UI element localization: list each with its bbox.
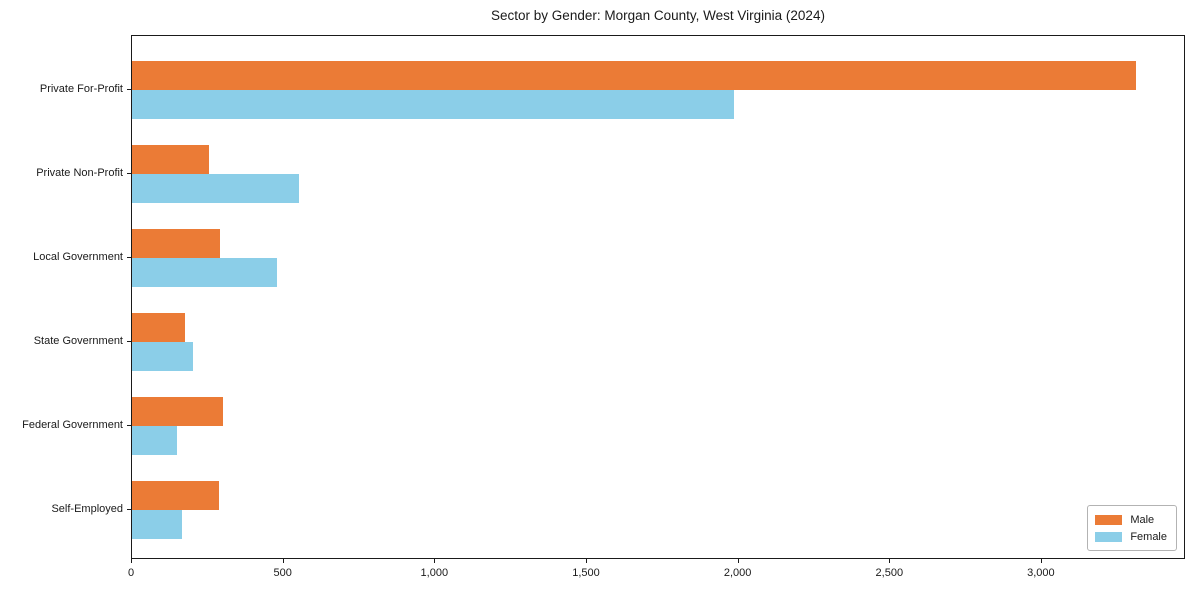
- xtick-label-1-500: 1,500: [572, 567, 600, 579]
- xtick-label-1-000: 1,000: [420, 567, 449, 579]
- legend: Male Female: [1087, 505, 1177, 551]
- xtick-mark: [1040, 559, 1043, 563]
- ytick-label-private-non-profit: Private Non-Profit: [36, 167, 123, 179]
- legend-item-male: Male: [1095, 511, 1167, 528]
- xtick-mark: [282, 559, 284, 563]
- ytick-mark: [127, 340, 131, 342]
- ytick-label-local-government: Local Government: [33, 251, 123, 263]
- bar-female-local-government: [132, 258, 277, 287]
- xtick-label-3-000: 3,000: [1027, 567, 1055, 579]
- plot-area: Male Female: [131, 35, 1185, 559]
- ytick-label-state-government: State Government: [33, 335, 123, 347]
- ytick-mark: [127, 256, 131, 258]
- ytick-label-private-for-profit: Private For-Profit: [39, 83, 123, 95]
- legend-swatch-male-icon: [1095, 514, 1123, 525]
- legend-label-male: Male: [1130, 513, 1155, 526]
- xtick-mark: [737, 559, 739, 563]
- chart-title: Sector by Gender: Morgan County, West Vi…: [491, 8, 825, 23]
- ytick-label-federal-government: Federal Government: [22, 419, 123, 431]
- legend-item-female: Female: [1095, 528, 1167, 545]
- ytick-label-self-employed: Self-Employed: [51, 503, 123, 515]
- xtick-mark: [434, 559, 436, 563]
- bar-female-federal-government: [132, 426, 177, 455]
- xtick-label-500: 500: [273, 567, 292, 579]
- bar-male-local-government: [132, 229, 221, 258]
- bar-female-state-government: [132, 342, 193, 371]
- bar-male-federal-government: [132, 397, 223, 426]
- xtick-mark: [586, 559, 588, 563]
- xtick-label-2-000: 2,000: [723, 567, 752, 579]
- bar-male-private-for-profit: [132, 61, 1136, 90]
- ytick-mark: [127, 172, 131, 174]
- bar-female-private-for-profit: [132, 90, 734, 119]
- ytick-mark: [127, 508, 131, 510]
- bar-male-state-government: [132, 313, 186, 342]
- xtick-mark: [889, 559, 891, 563]
- bar-male-self-employed: [132, 481, 219, 510]
- ytick-mark: [127, 88, 131, 90]
- ytick-mark: [127, 424, 131, 426]
- legend-swatch-female-icon: [1095, 531, 1123, 542]
- xtick-label-2-500: 2,500: [875, 567, 904, 579]
- bar-female-private-non-profit: [132, 174, 300, 203]
- xtick-mark: [131, 559, 133, 563]
- bar-female-self-employed: [132, 510, 182, 539]
- xtick-label-0: 0: [127, 567, 135, 579]
- legend-label-female: Female: [1130, 530, 1167, 543]
- bar-male-private-non-profit: [132, 145, 210, 174]
